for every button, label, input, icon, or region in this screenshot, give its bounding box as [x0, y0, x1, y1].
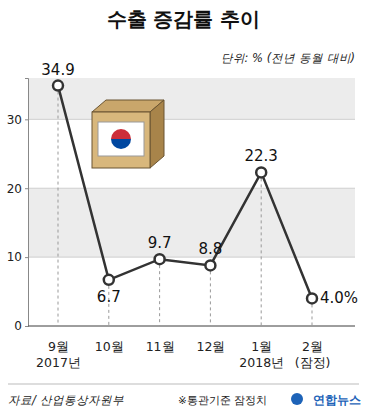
credit: 연합뉴스 — [313, 393, 361, 407]
y-tick: 20 — [7, 182, 28, 196]
x-tick: 1월2018년 — [239, 326, 284, 370]
grid-line — [28, 188, 355, 189]
y-tick: 30 — [7, 113, 28, 127]
y-tick: 0 — [14, 319, 28, 333]
x-tick-label-line: 2월 — [302, 339, 323, 354]
y-tick-mark — [25, 119, 28, 120]
grid-band — [28, 188, 355, 257]
drop-line — [261, 172, 262, 326]
x-tick-label-line: 10월 — [95, 339, 124, 354]
x-tick-label: 1월2018년 — [239, 339, 284, 370]
x-tick-label-line: 11월 — [146, 339, 175, 354]
y-tick-mark — [25, 188, 28, 189]
marker — [256, 167, 266, 177]
grid-line — [28, 257, 355, 258]
x-tick: 11월 — [146, 326, 175, 354]
y-tick-mark — [25, 326, 28, 327]
x-tick: 2월(잠정) — [295, 326, 331, 370]
x-tick-label-line: 2017년 — [36, 355, 81, 370]
y-tick: 10 — [7, 250, 28, 264]
marker — [104, 275, 114, 285]
x-tick-label-line: 12월 — [196, 339, 225, 354]
marker — [53, 81, 63, 91]
y-tick-label: 10 — [7, 250, 22, 264]
x-tick-label: 2월(잠정) — [295, 339, 331, 370]
x-tick-label: 11월 — [146, 339, 175, 354]
footer-rule — [8, 384, 359, 385]
data-label: 6.7 — [97, 288, 121, 306]
drop-line — [58, 86, 59, 326]
x-tick-label-line: (잠정) — [295, 355, 331, 370]
data-label: 4.0% — [320, 289, 358, 307]
marker — [205, 260, 215, 270]
x-tick-label-line: 9월 — [48, 339, 69, 354]
flag-blue — [111, 139, 131, 149]
subtitle: 단위: % (전년 동월 대비) — [221, 51, 355, 65]
plot-area — [53, 81, 317, 326]
x-tick-label: 12월 — [196, 339, 225, 354]
grid-line — [28, 119, 355, 120]
x-tick-label: 9월2017년 — [36, 339, 81, 370]
x-axis-line — [28, 326, 355, 327]
data-label: 34.9 — [41, 61, 74, 79]
data-label: 9.7 — [148, 234, 172, 252]
marker — [307, 293, 317, 303]
y-axis: 0 10 20 30 — [7, 79, 29, 334]
flag-red — [111, 129, 131, 139]
box-icon — [92, 100, 164, 168]
x-tick-label-line: 1월 — [251, 339, 272, 354]
drop-line — [159, 259, 160, 326]
x-tick: 10월 — [95, 326, 124, 354]
grid-line — [28, 326, 355, 327]
x-tick: 9월2017년 — [36, 326, 81, 370]
y-tick-label: 20 — [7, 182, 22, 196]
marker — [155, 254, 165, 264]
title: 수출 증감률 추이 — [107, 7, 261, 31]
data-labels: 34.9 6.7 9.7 8.8 22.3 4.0% — [41, 61, 358, 308]
x-axis: 9월2017년 10월 11월 12월 1월2018년 2월(잠정) — [28, 326, 355, 370]
box-front — [92, 112, 150, 168]
source: 자료/ 산업통상자원부 — [8, 393, 124, 407]
data-label: 8.8 — [198, 240, 222, 258]
y-tick-mark — [25, 257, 28, 258]
note: ※통관기준 잠정치 — [178, 394, 267, 406]
y-axis-line — [25, 79, 29, 327]
y-tick-label: 30 — [7, 113, 22, 127]
line — [58, 86, 312, 299]
grid — [28, 78, 355, 326]
y-tick-label: 0 — [14, 319, 22, 333]
x-tick: 12월 — [196, 326, 225, 354]
box-side — [150, 100, 164, 168]
x-tick-label-line: 2018년 — [239, 355, 284, 370]
grid-band — [28, 78, 355, 119]
chart: 수출 증감률 추이단위: % (전년 동월 대비) 0 10 20 30 9월2017년 1… — [0, 0, 367, 418]
x-tick-label: 10월 — [95, 339, 124, 354]
drop-line — [210, 265, 211, 326]
data-label: 22.3 — [244, 147, 277, 165]
flag — [98, 122, 144, 156]
credit-logo — [291, 393, 303, 405]
